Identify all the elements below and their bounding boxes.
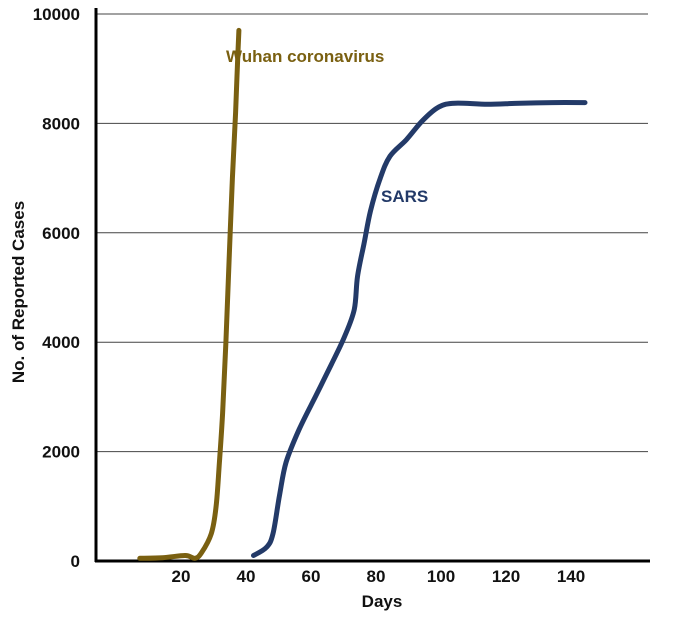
x-tick-label: 60 xyxy=(302,567,321,586)
x-tick-labels: 20 40 60 80 100 120 140 xyxy=(172,567,586,586)
x-tick-label: 80 xyxy=(367,567,386,586)
y-axis-title: No. of Reported Cases xyxy=(9,201,28,383)
x-tick-label: 100 xyxy=(427,567,455,586)
x-tick-label: 140 xyxy=(557,567,585,586)
x-tick-label: 40 xyxy=(237,567,256,586)
y-tick-label: 2000 xyxy=(42,443,80,462)
y-tick-label: 6000 xyxy=(42,224,80,243)
y-tick-label: 4000 xyxy=(42,333,80,352)
y-tick-label: 0 xyxy=(71,552,80,571)
series-label-wuhan-coronavirus: Wuhan coronavirus xyxy=(226,47,384,66)
y-tick-label: 10000 xyxy=(33,5,80,24)
x-tick-label: 20 xyxy=(172,567,191,586)
series-line-sars xyxy=(251,100,588,558)
y-tick-label: 8000 xyxy=(42,114,80,133)
gridlines xyxy=(96,13,648,453)
x-axis-title: Days xyxy=(362,592,403,611)
y-tick-labels: 0 2000 4000 6000 8000 10000 xyxy=(33,5,80,571)
x-tick-label: 120 xyxy=(492,567,520,586)
series-label-sars: SARS xyxy=(381,187,428,206)
series-lines xyxy=(137,27,588,561)
axes xyxy=(94,8,650,563)
series-line-wuhan-coronavirus xyxy=(137,27,242,561)
